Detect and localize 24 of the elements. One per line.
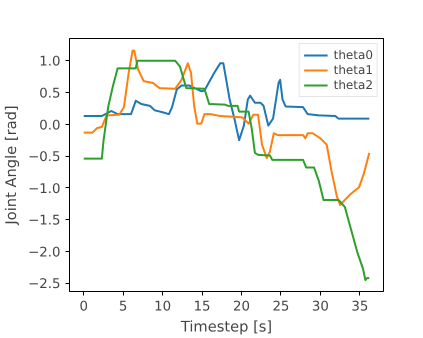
legend-label: theta1 (334, 63, 373, 77)
y-tick-label: 1.0 (39, 54, 61, 70)
y-tick-label: 0.0 (39, 118, 61, 134)
line-series (82, 60, 370, 282)
x-tick-label: 35 (351, 300, 368, 314)
y-tick-label: 0.5 (39, 86, 61, 102)
x-axis-title: Timestep [s] (180, 318, 272, 336)
legend-label: theta0 (334, 48, 373, 62)
line-series (82, 62, 370, 142)
y-tick-label: −2.0 (28, 245, 61, 260)
x-tick-label: 30 (312, 300, 329, 314)
x-tick-label: 0 (79, 300, 88, 314)
x-tick-label: 5 (118, 300, 128, 314)
y-axis-title: Joint Angle [rad] (3, 105, 20, 226)
x-tick-label: 15 (194, 300, 211, 314)
x-tick-label: 25 (272, 300, 290, 314)
y-tick-label: −0.5 (28, 150, 61, 166)
x-tick-label: 10 (154, 300, 172, 314)
x-tick-label: 20 (233, 300, 250, 314)
y-tick-label: −1.0 (28, 182, 61, 197)
line-series (82, 50, 370, 206)
legend-label: theta2 (334, 78, 373, 92)
y-tick-label: −2.5 (28, 277, 61, 292)
y-tick-label: −1.5 (28, 214, 61, 229)
